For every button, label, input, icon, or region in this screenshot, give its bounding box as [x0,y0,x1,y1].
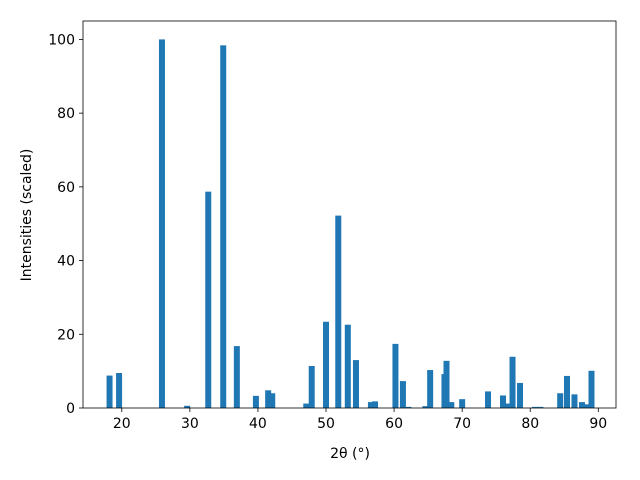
bar [220,45,227,408]
bar [392,343,399,408]
x-tick-label: 80 [521,416,539,432]
x-tick-label: 50 [317,416,335,432]
y-tick-label: 40 [57,254,75,270]
bar [459,399,466,408]
x-tick-label: 40 [249,416,267,432]
bar [485,391,492,408]
bar [205,191,212,408]
x-tick-label: 30 [181,416,199,432]
x-tick-label: 60 [385,416,403,432]
x-tick-label: 90 [589,416,607,432]
bar [405,406,412,408]
y-tick-label: 0 [66,401,75,417]
bar [509,356,516,408]
bar [505,403,512,408]
bar [233,346,240,408]
bar [252,395,259,408]
bar [367,402,374,408]
bar [557,393,564,408]
x-tick-label: 20 [113,416,131,432]
bar [372,401,379,408]
y-axis-label: Intensities (scaled) [19,149,35,282]
bar [352,360,359,408]
bar [158,39,165,409]
bar [308,365,315,408]
bar [303,403,310,408]
y-tick-label: 80 [57,106,75,122]
bar [537,406,544,408]
x-tick-label: 70 [453,416,471,432]
bar [443,360,450,408]
y-tick-label: 100 [48,32,75,48]
bar [344,324,351,408]
bar [448,402,455,408]
bar [531,406,538,408]
x-axis-label: 2θ (°) [330,446,370,462]
bar [578,402,585,408]
bar [116,372,123,408]
bar [323,321,330,408]
y-tick-label: 20 [57,327,75,343]
plot-frame [82,20,617,409]
bar [265,390,272,408]
bar [427,370,434,408]
bar [399,381,406,408]
bar [422,406,429,408]
y-tick-label: 60 [57,180,75,196]
bar [500,395,507,408]
bar [106,375,113,408]
bar [563,375,570,408]
bar [269,393,276,408]
bar [335,215,342,408]
bar [184,405,191,408]
bar [584,404,591,408]
bar [517,382,524,408]
bar [571,394,578,408]
bar [588,370,595,408]
